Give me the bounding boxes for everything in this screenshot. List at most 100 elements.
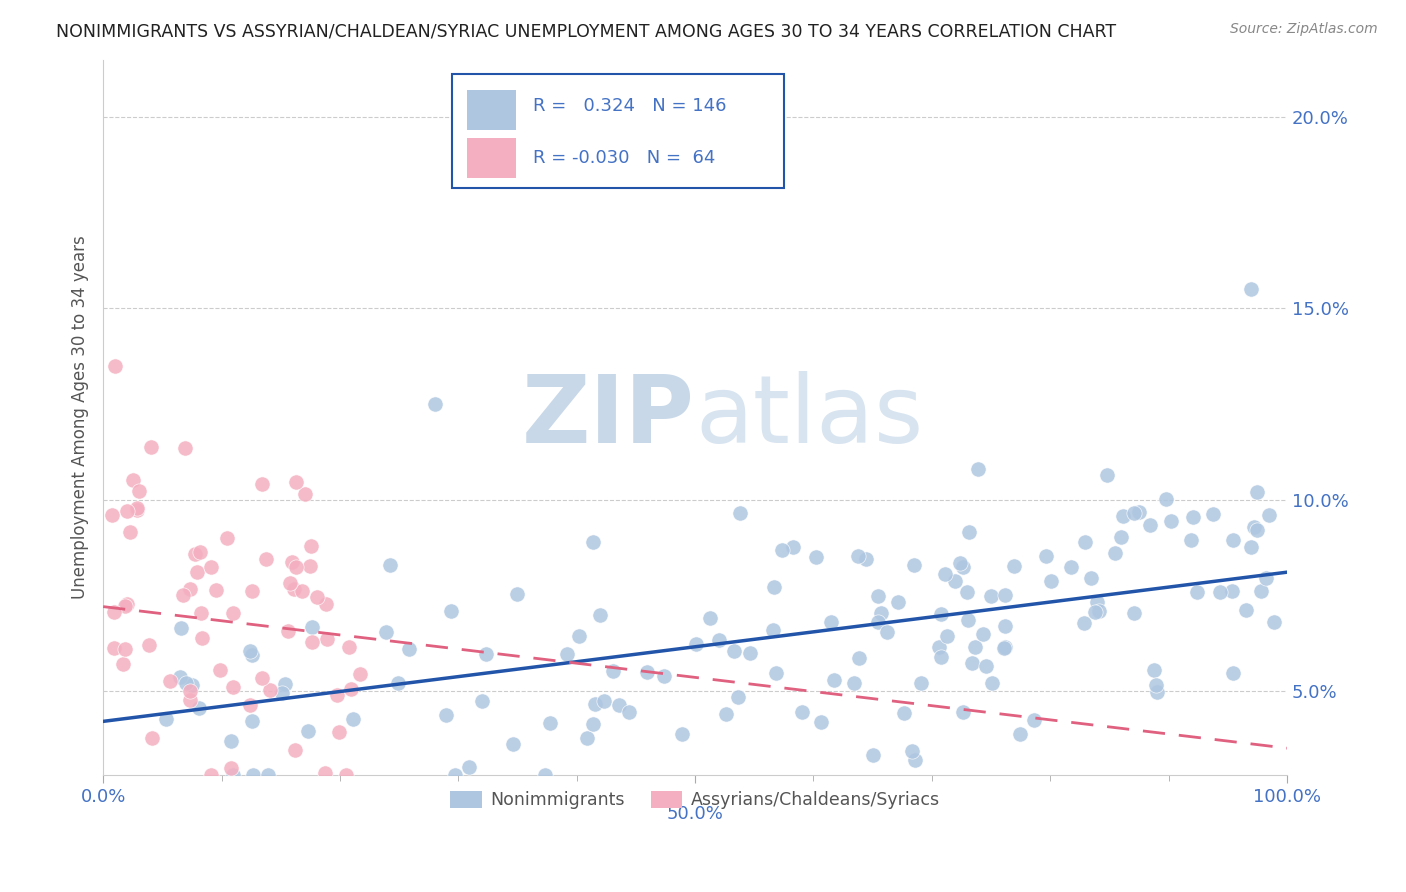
Point	[1080, 571, 1102, 585]
Point	[1258, 508, 1281, 522]
Point	[607, 698, 630, 713]
Point	[1085, 595, 1108, 609]
Point	[636, 665, 658, 680]
Point	[806, 549, 828, 564]
Point	[1139, 517, 1161, 532]
Point	[342, 713, 364, 727]
Point	[1209, 585, 1232, 599]
Point	[1123, 506, 1146, 520]
Text: 50.0%: 50.0%	[666, 805, 724, 823]
Point	[1083, 605, 1105, 619]
Point	[128, 484, 150, 499]
Text: R =   0.324   N = 146: R = 0.324 N = 146	[533, 97, 727, 115]
Point	[716, 707, 738, 722]
Point	[1112, 509, 1135, 524]
Point	[301, 620, 323, 634]
Point	[1240, 282, 1263, 296]
Point	[1059, 559, 1081, 574]
Point	[104, 359, 127, 373]
Point	[1156, 491, 1178, 506]
Point	[285, 475, 308, 489]
Y-axis label: Unemployment Among Ages 30 to 34 years: Unemployment Among Ages 30 to 34 years	[72, 235, 89, 599]
Point	[707, 632, 730, 647]
Point	[928, 640, 950, 654]
Point	[1039, 574, 1062, 589]
Point	[254, 552, 277, 566]
Point	[723, 644, 745, 658]
Point	[1146, 684, 1168, 698]
Point	[1246, 523, 1268, 537]
Point	[103, 605, 125, 619]
Point	[339, 681, 361, 696]
Point	[316, 632, 339, 646]
Point	[810, 714, 832, 729]
Point	[727, 690, 749, 705]
Point	[284, 743, 307, 757]
FancyBboxPatch shape	[467, 138, 516, 178]
Point	[575, 731, 598, 745]
Point	[1143, 663, 1166, 677]
Point	[380, 558, 402, 572]
Point	[910, 676, 932, 690]
Point	[652, 668, 675, 682]
Point	[172, 588, 194, 602]
Point	[1256, 571, 1278, 585]
Point	[155, 712, 177, 726]
Point	[903, 558, 925, 572]
Point	[534, 768, 557, 782]
Point	[169, 671, 191, 685]
Point	[1104, 546, 1126, 560]
Point	[790, 705, 813, 719]
Point	[115, 597, 138, 611]
Point	[1263, 615, 1285, 629]
Point	[219, 734, 242, 748]
Point	[1122, 607, 1144, 621]
Point	[190, 606, 212, 620]
Point	[325, 688, 347, 702]
Point	[1246, 485, 1268, 500]
Point	[239, 643, 262, 657]
Point	[283, 582, 305, 596]
Point	[184, 547, 207, 561]
Point	[963, 640, 986, 655]
Point	[444, 768, 467, 782]
Point	[200, 560, 222, 574]
Point	[284, 560, 307, 574]
Point	[242, 768, 264, 782]
Point	[583, 697, 606, 711]
Point	[1240, 540, 1263, 554]
Point	[337, 640, 360, 654]
Point	[294, 486, 316, 500]
Point	[141, 731, 163, 745]
Point	[301, 634, 323, 648]
Point	[568, 629, 591, 643]
Point	[475, 647, 498, 661]
Point	[1022, 713, 1045, 727]
Point	[276, 624, 298, 639]
Point	[215, 531, 238, 545]
Point	[1109, 530, 1132, 544]
Point	[1202, 508, 1225, 522]
Point	[866, 615, 889, 630]
Point	[274, 677, 297, 691]
Point	[904, 753, 927, 767]
Point	[957, 524, 980, 539]
Point	[820, 615, 842, 629]
Point	[943, 574, 966, 589]
Point	[956, 613, 979, 627]
Point	[900, 744, 922, 758]
Point	[1128, 505, 1150, 519]
Point	[619, 705, 641, 719]
Point	[138, 638, 160, 652]
Point	[375, 624, 398, 639]
Point	[782, 540, 804, 554]
Point	[259, 683, 281, 698]
Point	[699, 611, 721, 625]
Point	[960, 657, 983, 671]
Point	[188, 700, 211, 714]
Point	[307, 591, 329, 605]
Point	[934, 567, 956, 582]
Point	[993, 640, 1015, 655]
Point	[582, 534, 605, 549]
Point	[297, 723, 319, 738]
